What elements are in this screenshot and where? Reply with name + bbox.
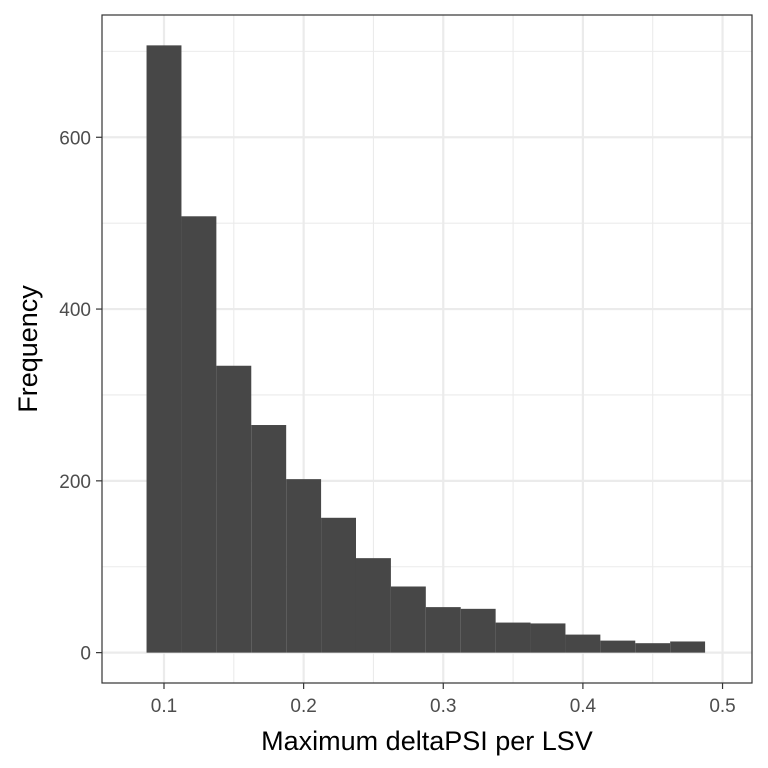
x-axis: 0.1 0.2 0.3 0.4 0.5	[151, 683, 736, 717]
panel-border	[101, 14, 753, 684]
x-tick-label: 0.3	[430, 696, 456, 717]
y-axis-title: Frequency	[13, 285, 43, 413]
histogram-bar	[495, 622, 531, 653]
x-tick-label: 0.1	[151, 696, 177, 717]
y-tick-label: 0	[80, 644, 91, 665]
histogram-bar	[600, 640, 636, 653]
x-tick-label: 0.5	[709, 696, 735, 717]
x-tick-label: 0.2	[290, 696, 316, 717]
histogram-bar	[425, 607, 461, 653]
minor-gridlines	[102, 15, 752, 683]
histogram-bar	[460, 608, 496, 653]
histogram-bar	[355, 558, 391, 653]
y-tick-label: 400	[59, 300, 91, 321]
histogram-bar	[251, 425, 287, 653]
histogram-bars	[146, 45, 706, 653]
histogram-bar	[286, 479, 322, 653]
y-tick-label: 600	[59, 128, 91, 149]
histogram-bar	[530, 623, 566, 653]
histogram-bar	[146, 45, 182, 653]
histogram-bar	[390, 586, 426, 653]
histogram-bar	[670, 641, 706, 653]
y-tick-label: 200	[59, 472, 91, 493]
y-axis: 0 200 400 600	[59, 128, 102, 665]
histogram-bar	[565, 634, 601, 653]
histogram-bar	[635, 643, 671, 653]
histogram-bar	[216, 365, 252, 653]
x-axis-title: Maximum deltaPSI per LSV	[261, 726, 593, 756]
histogram-bar	[321, 517, 356, 653]
x-tick-label: 0.4	[570, 696, 597, 717]
histogram-bar	[181, 216, 217, 653]
